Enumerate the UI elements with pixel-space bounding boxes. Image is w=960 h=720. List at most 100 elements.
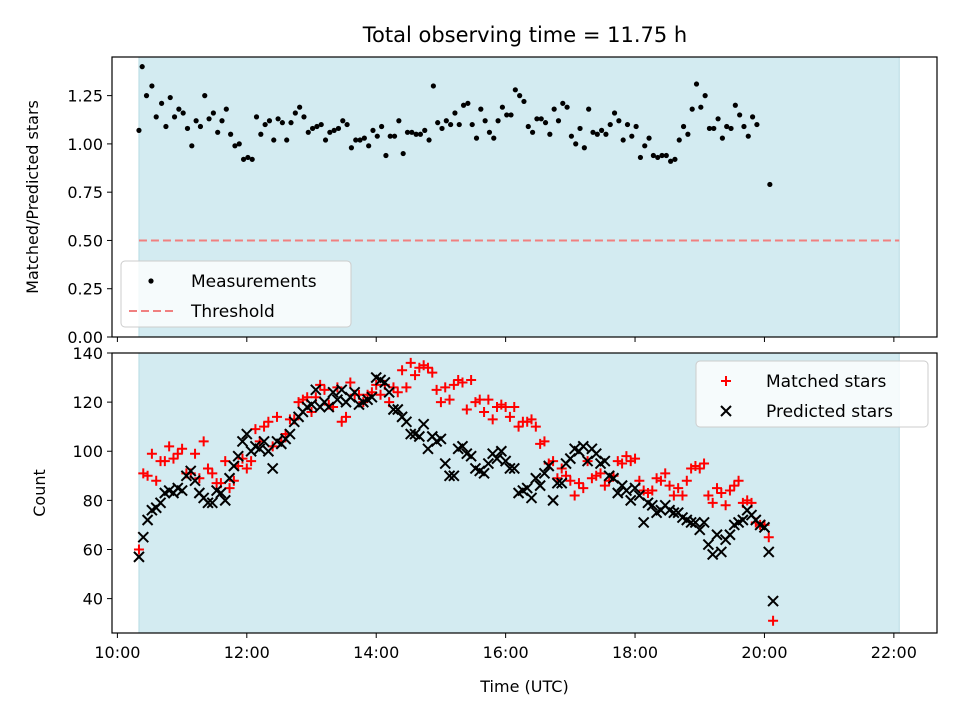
measurement-point (594, 131, 600, 137)
predicted-star-point (629, 482, 641, 494)
measurement-point (215, 129, 221, 135)
predicted-star-point (525, 492, 538, 504)
measurement-point (189, 143, 195, 149)
matched-star-point (733, 475, 744, 486)
matched-star-point (151, 475, 162, 486)
measurement-point (193, 118, 199, 124)
legend-x-marker (720, 405, 732, 417)
matched-star-point (699, 458, 710, 469)
predicted-star-point (439, 457, 451, 470)
matched-star-point (664, 480, 675, 491)
matched-star-point (530, 421, 541, 432)
matched-star-point (142, 470, 153, 481)
predicted-star-point (698, 516, 710, 529)
measurement-point (167, 94, 173, 101)
predicted-star-point (491, 452, 503, 465)
legend: Measurements Threshold (120, 260, 352, 328)
matched-star-point (500, 402, 511, 413)
matched-star-point (177, 443, 188, 454)
measurement-point (249, 156, 255, 162)
measurement-point (223, 106, 229, 112)
predicted-star-point (715, 546, 728, 558)
measurement-point (139, 64, 145, 70)
measurement-point (460, 102, 467, 108)
measurement-point (232, 143, 238, 149)
matched-star-point (224, 483, 235, 494)
measurement-point (219, 118, 225, 124)
predicted-star-point (206, 497, 219, 509)
measurement-point (210, 110, 216, 116)
measurement-point (659, 152, 665, 159)
predicted-star-point (202, 497, 214, 509)
y-axis-label: Count (30, 469, 49, 517)
measurement-point (452, 110, 458, 116)
measurement-point (482, 118, 488, 124)
predicted-star-point (228, 460, 240, 472)
predicted-star-point (413, 430, 426, 443)
measurement-point (456, 121, 462, 128)
measurement-point (176, 106, 182, 112)
matched-star-point (246, 456, 257, 467)
x-tick-label: 20:00 (741, 643, 787, 662)
measurement-point (279, 120, 285, 126)
measurement-point (538, 116, 544, 122)
predicted-star-point (625, 494, 637, 507)
matched-star-point (707, 497, 718, 508)
y-tick-label: 40 (83, 590, 103, 609)
measurement-point (521, 98, 527, 105)
measurement-point (607, 121, 613, 128)
predicted-star-point (646, 499, 659, 511)
measurement-point (685, 131, 691, 137)
measurement-point (581, 145, 587, 151)
measurement-point (719, 135, 725, 141)
y-tick-label: 120 (72, 393, 103, 412)
measurement-point (741, 123, 747, 130)
measurement-point (284, 137, 290, 143)
predicted-star-point (706, 548, 719, 561)
measurement-point (197, 123, 204, 130)
predicted-star-point (504, 462, 516, 475)
predicted-star-point (176, 484, 188, 497)
measurement-point (374, 133, 380, 139)
matched-star-point (319, 384, 330, 395)
measurement-point (486, 129, 493, 135)
y-tick-label: 0.00 (67, 328, 103, 347)
matched-star-point (768, 615, 779, 626)
measurement-point (504, 112, 510, 118)
legend-box (695, 360, 929, 428)
predicted-star-point (711, 529, 723, 541)
measurement-point (391, 133, 398, 139)
predicted-star-point (327, 386, 339, 399)
matched-star-point (763, 532, 774, 543)
x-tick-label: 14:00 (353, 643, 399, 662)
predicted-star-point (668, 506, 680, 519)
measurement-point (379, 123, 385, 130)
measurement-point (335, 125, 342, 132)
measurement-point (236, 141, 242, 147)
matched-star-point (617, 458, 628, 469)
predicted-star-point (612, 487, 624, 499)
matched-star-point (630, 453, 641, 464)
measurement-point (749, 114, 756, 120)
legend-label: Measurements (191, 272, 317, 292)
matched-star-point (401, 382, 412, 393)
measurement-point (672, 156, 678, 162)
matched-star-point (146, 448, 157, 459)
matched-star-point (595, 468, 606, 479)
measurement-point (149, 83, 155, 89)
measurement-point (737, 112, 743, 118)
predicted-star-point (348, 386, 361, 399)
x-tick-label: 10:00 (94, 643, 140, 662)
measurement-point (616, 118, 622, 124)
predicted-star-point (456, 440, 469, 453)
measurement-point (495, 118, 501, 124)
measurement-point (314, 123, 320, 130)
predicted-star-point (702, 538, 715, 551)
measurement-point (560, 100, 566, 106)
matched-star-point (673, 483, 684, 494)
measurement-point (171, 114, 178, 120)
measurement-point (525, 123, 531, 130)
measurement-point (344, 121, 350, 128)
y-tick-label: 100 (72, 442, 103, 461)
measurement-point (564, 104, 570, 110)
